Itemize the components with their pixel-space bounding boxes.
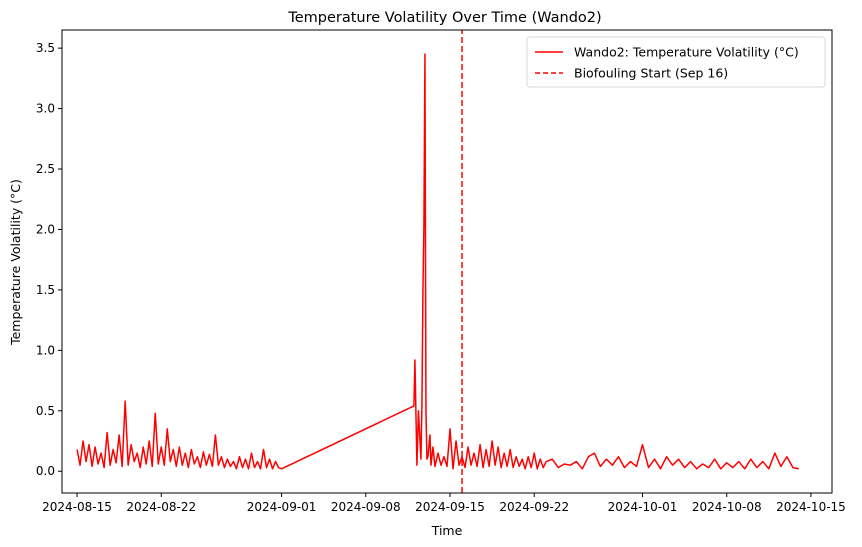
y-tick-label: 3.5 [36, 41, 55, 55]
x-tick-label: 2024-09-22 [499, 500, 569, 514]
y-tick-label: 1.5 [36, 283, 55, 297]
legend-box [526, 36, 826, 88]
series-line-volatility [76, 53, 800, 470]
axes-frame [61, 29, 833, 494]
x-axis-label: Time [431, 523, 463, 538]
x-tick-label: 2024-09-08 [331, 500, 401, 514]
x-tick-label: 2024-08-22 [126, 500, 196, 514]
plot-area [76, 30, 800, 493]
x-axis: 2024-08-15 2024-08-22 2024-09-01 2024-09-08… [42, 493, 846, 514]
x-tick-label: 2024-08-15 [42, 500, 112, 514]
x-tick-label: 2024-09-15 [415, 500, 485, 514]
x-tick-label: 2024-10-01 [608, 500, 678, 514]
chart-title: Temperature Volatility Over Time (Wando2… [287, 10, 601, 26]
x-tick-label: 2024-10-08 [692, 500, 762, 514]
y-tick-label: 2.0 [36, 222, 55, 236]
y-axis: 0.0 0.5 1.0 1.5 2.0 2.5 3.0 3.5 [36, 41, 62, 478]
y-tick-label: 1.0 [36, 343, 55, 357]
legend-entry-volatility: Wando2: Temperature Volatility (°C) [574, 45, 799, 60]
y-tick-label: 2.5 [36, 162, 55, 176]
y-axis-label: Temperature Volatility (°C) [8, 179, 23, 346]
y-tick-label: 3.0 [36, 102, 55, 116]
y-tick-label: 0.5 [36, 404, 55, 418]
x-tick-label: 2024-09-01 [247, 500, 317, 514]
y-tick-label: 0.0 [36, 464, 55, 478]
x-tick-label: 2024-10-15 [776, 500, 846, 514]
legend: Wando2: Temperature Volatility (°C) Biof… [526, 36, 826, 88]
legend-entry-biofouling: Biofouling Start (Sep 16) [574, 66, 728, 81]
